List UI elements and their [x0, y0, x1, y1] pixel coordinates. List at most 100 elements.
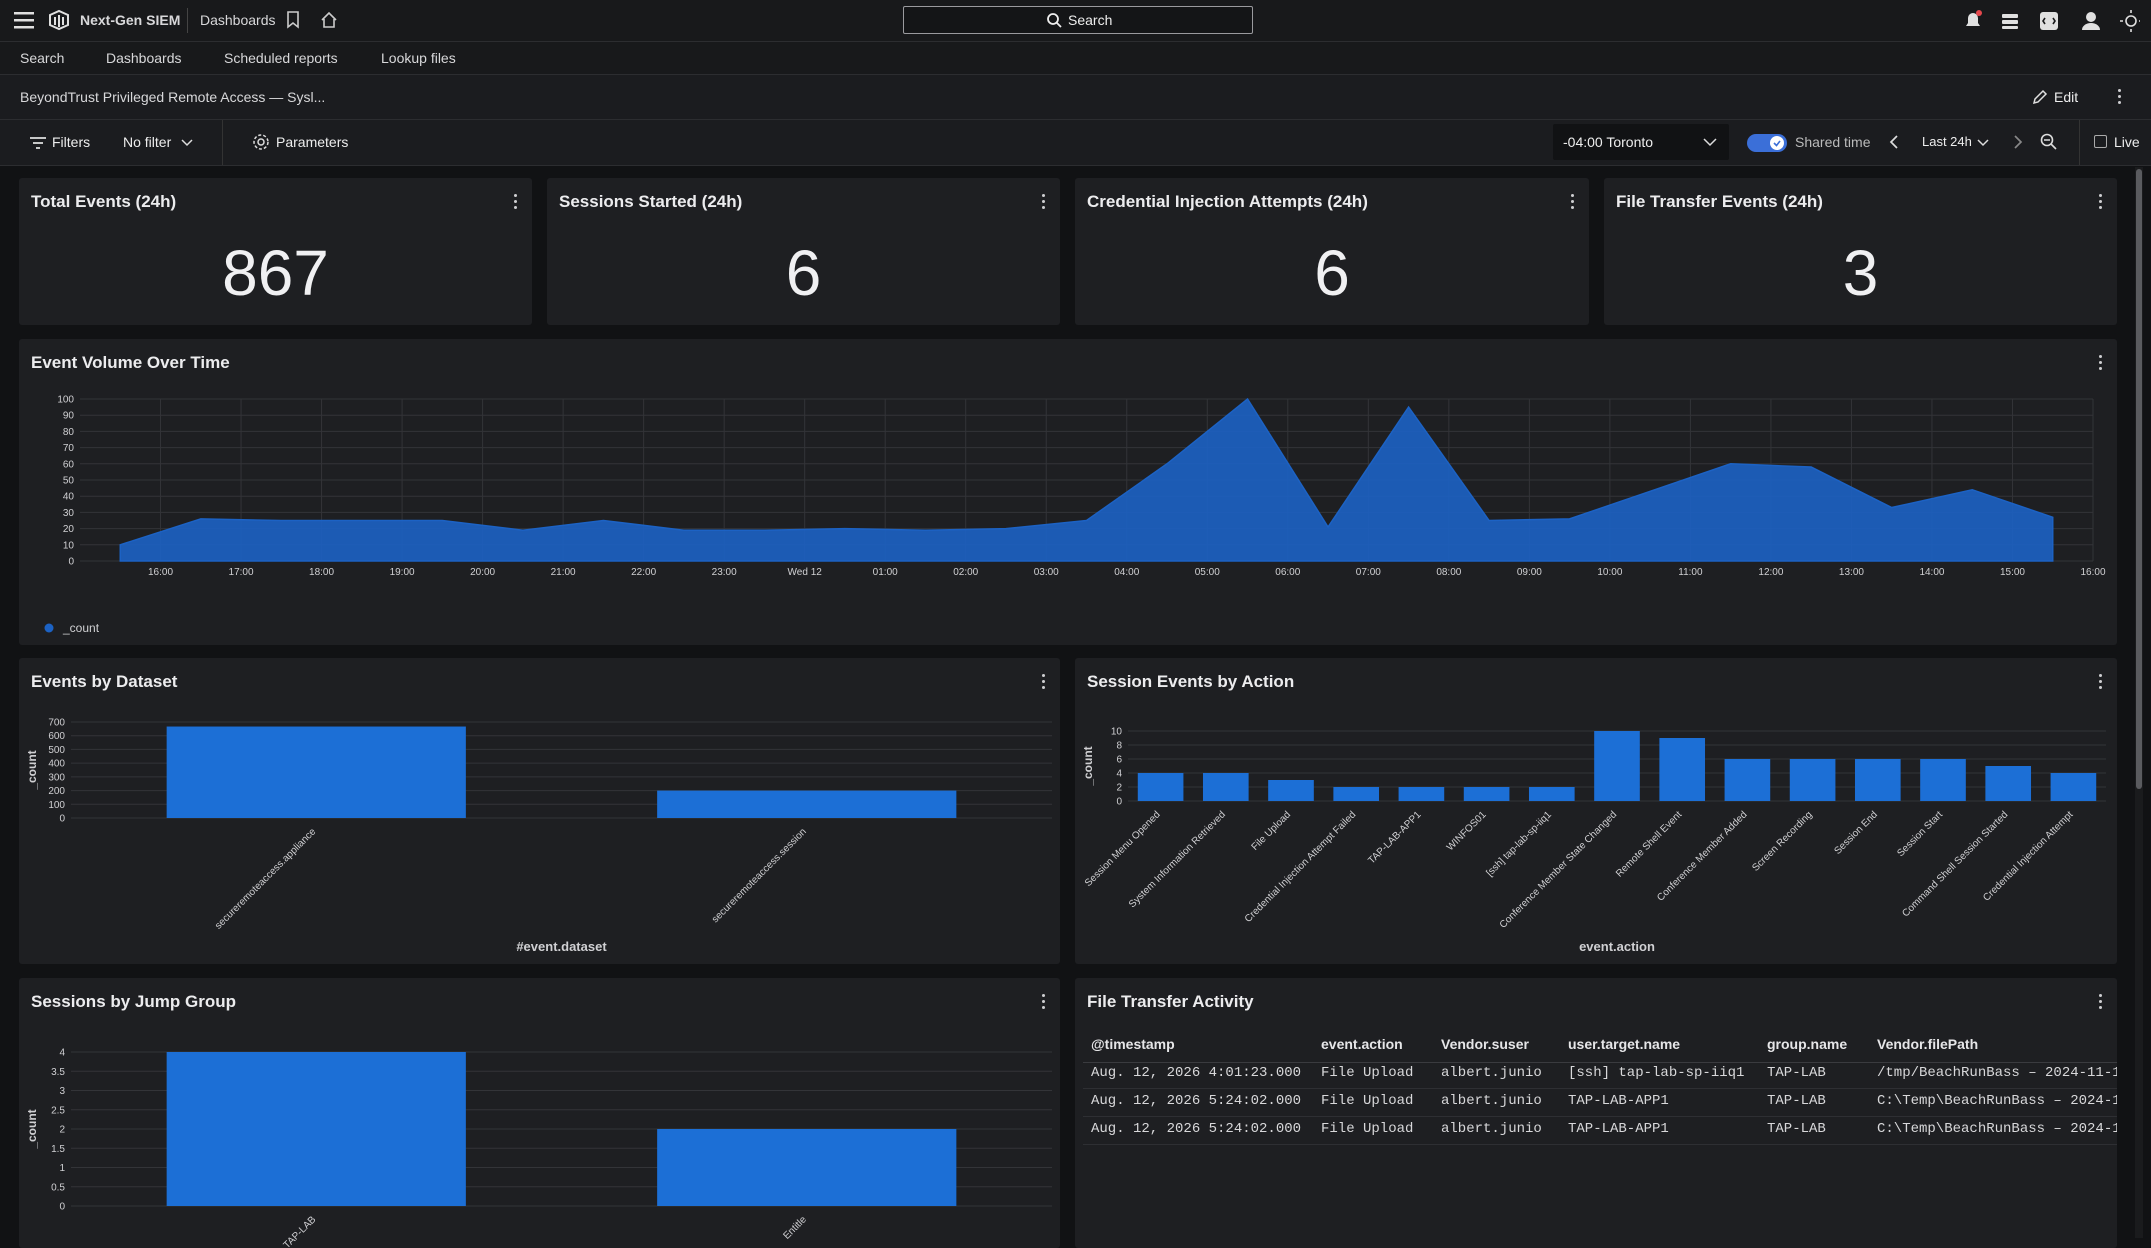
x-axis-label: #event.dataset — [516, 939, 607, 954]
gear-icon — [253, 134, 269, 150]
panel-menu[interactable] — [514, 194, 518, 212]
chevron — [1703, 138, 1717, 147]
edit-icon — [2032, 89, 2048, 105]
zoom-out-button[interactable] — [2040, 133, 2058, 151]
nav-item[interactable]: Lookup files — [381, 50, 456, 66]
y-tick-label: 2 — [59, 1125, 65, 1136]
x-tick-label: Conference Member State Changed — [1498, 809, 1619, 930]
nav-item[interactable]: Search — [20, 50, 65, 66]
next-button[interactable] — [2013, 135, 2023, 149]
chart-panel: Session Events by Action 0 2 4 6 8 10 _count Se… — [1075, 658, 2117, 964]
top-icons[interactable] — [1960, 8, 2140, 34]
chart-panel: Sessions by Jump Group 0 0.5 1 1.5 2 2.5 3 3.5 4… — [19, 978, 1060, 1248]
search-label: Search — [1068, 12, 1113, 28]
panel-menu[interactable] — [1042, 994, 1046, 1012]
edit-button[interactable]: Edit — [2054, 89, 2079, 105]
nav-item[interactable]: Dashboards — [106, 50, 182, 66]
table-cell: File Upload — [1321, 1121, 1414, 1137]
table-cell: Aug. 12, 2026 5:24:02.000 — [1091, 1093, 1302, 1109]
x-tick-label: File Upload — [1250, 809, 1294, 853]
x-tick-label: Remote Shell Event — [1614, 809, 1684, 879]
table-cell: albert.junio — [1441, 1065, 1542, 1081]
x-tick-label: 03:00 — [1034, 567, 1059, 578]
parameters-button[interactable]: Parameters — [276, 134, 349, 150]
bar — [1268, 780, 1314, 801]
table-cell: TAP-LAB-APP1 — [1568, 1093, 1669, 1109]
column-header: event.action — [1321, 1036, 1403, 1052]
chevron — [181, 139, 193, 147]
x-tick-label: 18:00 — [309, 567, 334, 578]
legend-swatch — [44, 623, 54, 633]
table-cell: albert.junio — [1441, 1121, 1542, 1137]
x-tick-label: 20:00 — [470, 567, 495, 578]
bar — [1920, 759, 1966, 801]
toolbar: Filters No filter Parameters -04:00 Toro… — [0, 120, 2151, 166]
bar — [166, 1052, 466, 1206]
scrollbar-thumb[interactable] — [2136, 169, 2142, 789]
y-tick-label: 200 — [48, 786, 65, 797]
timezone-select[interactable]: -04:00 Toronto — [1553, 124, 1729, 160]
x-tick-label: 11:00 — [1678, 567, 1703, 578]
legend-label: _count — [62, 621, 100, 635]
table-cell: C:\Temp\BeachRunBass – 2024-11- — [1877, 1121, 2117, 1137]
x-tick-label: TAP-LAB-APP1 — [1366, 809, 1423, 866]
dashboard-title: BeyondTrust Privileged Remote Access — S… — [20, 89, 326, 105]
x-tick-label: Session Start — [1895, 809, 1945, 859]
panel-menu[interactable] — [1571, 194, 1575, 212]
x-tick-label: WINFOS01 — [1445, 809, 1489, 853]
live-checkbox[interactable] — [2094, 135, 2107, 148]
bar — [166, 726, 466, 818]
x-tick-label: 23:00 — [712, 567, 737, 578]
search-box[interactable]: Search — [903, 6, 1253, 34]
panel-menu[interactable] — [1042, 674, 1046, 692]
area-chart: 0 10 20 30 40 50 60 70 80 90 100 16:00 17:00 18:00 19:… — [44, 395, 2106, 635]
panel-menu[interactable] — [2099, 994, 2103, 1012]
bar — [1985, 766, 2032, 801]
filter-icon — [30, 137, 46, 149]
x-tick-label: 22:00 — [631, 567, 656, 578]
menu-icon[interactable] — [14, 10, 36, 30]
y-tick-label: 0 — [59, 1202, 65, 1213]
section-link[interactable]: Dashboards — [200, 12, 276, 28]
y-tick-label: 50 — [63, 476, 75, 487]
panel-menu[interactable] — [2099, 674, 2103, 692]
dashboard-menu[interactable] — [2118, 89, 2122, 107]
range-select[interactable]: Last 24h — [1922, 134, 1972, 149]
stat-title: Credential Injection Attempts (24h) — [1087, 192, 1368, 211]
filters-button[interactable]: Filters — [52, 134, 91, 150]
x-tick-label: 17:00 — [229, 567, 254, 578]
bar — [1333, 787, 1380, 801]
table-cell: TAP-LAB-APP1 — [1568, 1121, 1669, 1137]
x-tick-label: Credential Injection Attempt Failed — [1243, 809, 1358, 924]
x-axis-label: event.action — [1579, 939, 1655, 954]
bookmark-icon[interactable] — [286, 11, 300, 29]
stat-value: 6 — [1314, 237, 1350, 309]
table-cell: C:\Temp\BeachRunBass – 2024-11- — [1877, 1093, 2117, 1109]
y-tick-label: 2 — [1116, 783, 1122, 794]
panel-menu[interactable] — [2099, 355, 2103, 373]
bar — [1659, 738, 1706, 801]
x-tick-label: 06:00 — [1275, 567, 1300, 578]
area — [119, 397, 2054, 562]
chevron — [1977, 139, 1989, 147]
x-tick-label: 13:00 — [1839, 567, 1864, 578]
panel-menu[interactable] — [1042, 194, 1046, 212]
x-tick-label: secureremoteaccess.appliance — [213, 826, 319, 932]
panel-menu[interactable] — [2099, 194, 2103, 212]
shared-time-toggle[interactable] — [1747, 133, 1787, 153]
shared-time-label: Shared time — [1795, 134, 1871, 150]
x-tick-label: 10:00 — [1597, 567, 1622, 578]
stat-value: 3 — [1842, 237, 1879, 309]
filter-select[interactable]: No filter — [123, 134, 172, 150]
table-title: File Transfer Activity — [1087, 992, 1254, 1011]
y-tick-label: 60 — [63, 459, 75, 470]
x-tick-label: 09:00 — [1517, 567, 1542, 578]
x-tick-label: 14:00 — [1919, 567, 1944, 578]
chart-title: Session Events by Action — [1087, 672, 1295, 691]
home-icon[interactable] — [320, 11, 338, 29]
nav-item[interactable]: Scheduled reports — [224, 50, 338, 66]
y-tick-label: 40 — [63, 492, 75, 503]
y-tick-label: 20 — [63, 524, 75, 535]
y-tick-label: 0 — [68, 557, 74, 568]
prev-button[interactable] — [1889, 135, 1899, 149]
